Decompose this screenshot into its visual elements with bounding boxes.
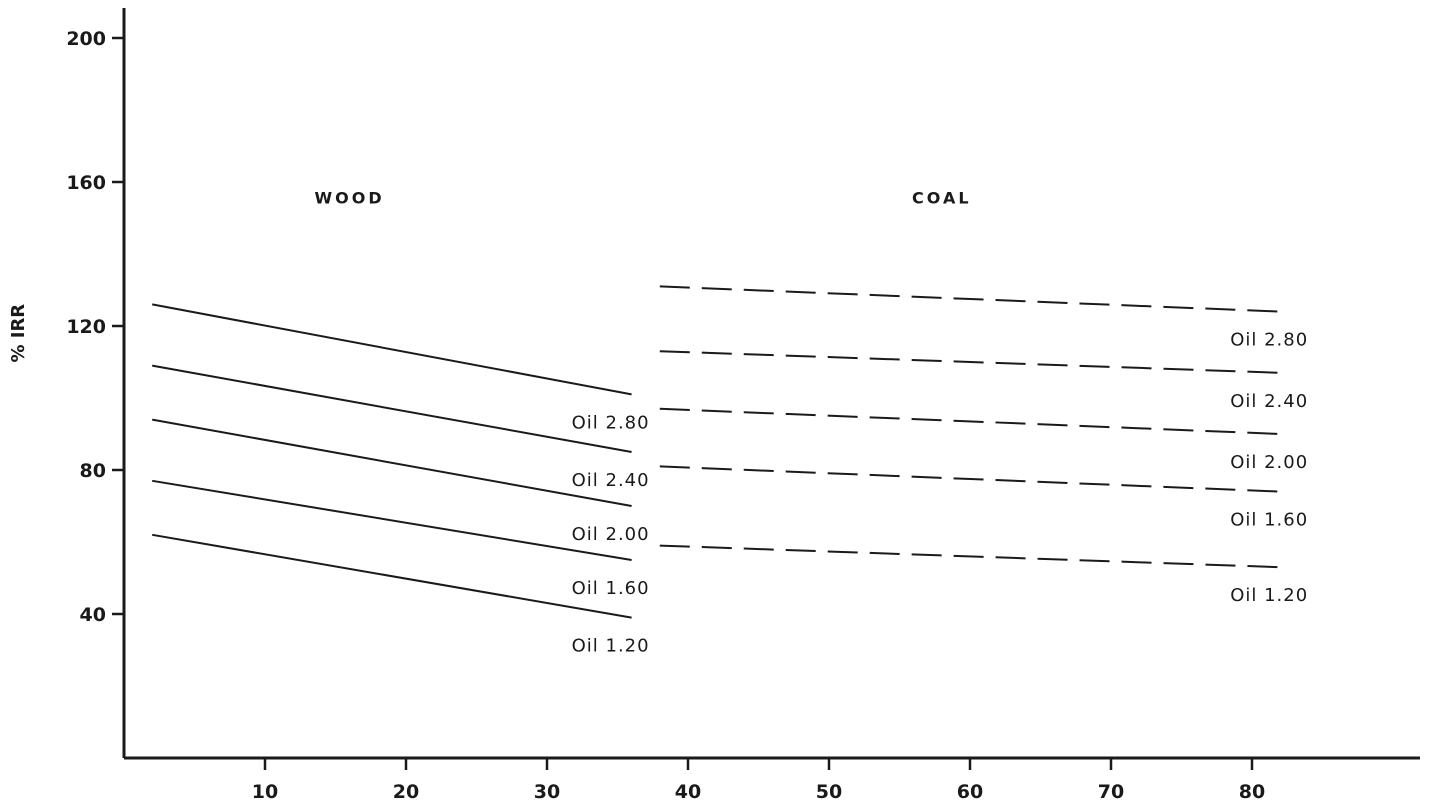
wood-series-label: Oil 2.00	[572, 524, 650, 545]
coal-series-label: Oil 1.20	[1230, 585, 1308, 606]
x-tick-label: 30	[534, 781, 560, 803]
coal-series-label: Oil 1.60	[1230, 510, 1308, 531]
coal-series-label: Oil 2.40	[1230, 391, 1308, 412]
wood-series-label: Oil 2.80	[572, 412, 650, 433]
wood-group-label: WOOD	[315, 189, 385, 208]
coal-series-label: Oil 2.00	[1230, 452, 1308, 473]
x-tick-label: 20	[393, 781, 419, 803]
wood-series-label: Oil 2.40	[572, 470, 650, 491]
labels-layer: % IRR WOOD Oil 2.80 Oil 2.40 Oil 2.00 Oil 1.6…	[8, 189, 1308, 657]
wood-series-line	[152, 479, 632, 561]
wood-series-line	[152, 418, 632, 507]
axes	[122, 8, 1420, 760]
y-tick-label: 120	[66, 316, 106, 338]
wood-series-label: Oil 1.60	[572, 578, 650, 599]
y-tick-label: 40	[80, 604, 106, 626]
y-tick-label: 80	[80, 460, 106, 482]
y-axis-label: % IRR	[8, 304, 29, 363]
y-tick-label: 200	[66, 28, 106, 50]
coal-series-line	[659, 285, 1281, 313]
x-tick-label: 10	[252, 781, 278, 803]
coal-series-label: Oil 2.80	[1230, 330, 1308, 351]
y-tick-label: 160	[66, 172, 106, 194]
coal-series-line	[659, 350, 1281, 374]
wood-series-line	[152, 533, 632, 619]
x-tick-label: 50	[816, 781, 842, 803]
coal-series-line	[659, 544, 1281, 569]
coal-series-line	[659, 465, 1281, 493]
wood-series-line	[152, 364, 632, 453]
wood-series-label: Oil 1.20	[572, 636, 650, 657]
x-tick-label: 60	[957, 781, 983, 803]
wood-series-line	[152, 303, 632, 396]
ticks: 40 80 120 160 200 10 20 30 40 50 60 70 80	[66, 28, 1265, 803]
coal-group-label: COAL	[912, 189, 972, 208]
series-layer	[152, 285, 1281, 619]
coal-series-line	[659, 407, 1281, 435]
x-tick-label: 40	[675, 781, 701, 803]
x-tick-label: 80	[1239, 781, 1265, 803]
x-tick-label: 70	[1098, 781, 1124, 803]
